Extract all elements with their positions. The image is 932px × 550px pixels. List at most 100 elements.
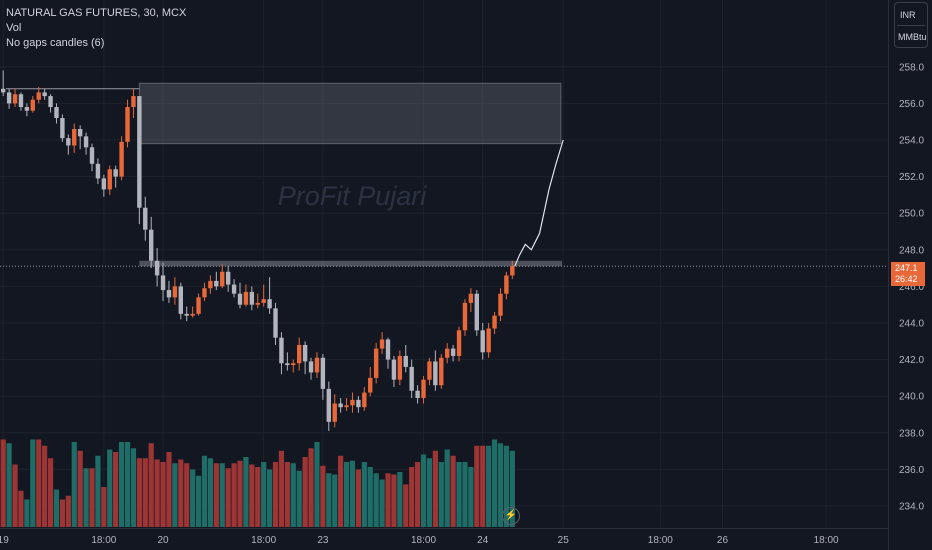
candle-body — [154, 260, 160, 276]
volume-bar — [509, 450, 515, 527]
price-tick-label: 254.0 — [899, 136, 924, 147]
candle-body — [220, 271, 225, 287]
volume-bar — [225, 468, 231, 527]
candle-body — [492, 315, 497, 329]
volume-bar — [332, 474, 338, 527]
volume-bar — [107, 449, 113, 527]
time-tick-label: 19 — [0, 535, 9, 546]
volume-bar — [373, 473, 379, 527]
candle-body — [125, 107, 130, 142]
candle-body — [338, 403, 343, 408]
candle-body — [30, 99, 35, 111]
candle-body — [373, 348, 379, 378]
price-tick-label: 244.0 — [899, 319, 924, 330]
candle-body — [462, 302, 468, 331]
volume-bar — [486, 445, 492, 527]
volume-bar — [6, 443, 12, 527]
candle-body — [468, 293, 474, 303]
price-tick-label: 238.0 — [899, 428, 924, 439]
candle-body — [119, 141, 124, 177]
candle-body — [60, 118, 65, 139]
volume-bar — [272, 462, 279, 527]
candle-body — [101, 178, 107, 190]
candle-body — [486, 328, 491, 353]
candle-body — [344, 405, 349, 408]
currency-unit-selector[interactable]: INR MMBtu — [894, 2, 928, 48]
time-tick-label: 25 — [558, 535, 570, 546]
candle-body — [445, 348, 450, 358]
volume-bar — [0, 439, 6, 527]
volume-bar — [83, 468, 89, 527]
volume-bar — [95, 455, 101, 527]
symbol-title[interactable]: NATURAL GAS FUTURES, 30, MCX — [6, 7, 187, 19]
candle-body — [409, 366, 414, 391]
unit-label[interactable]: MMBtu — [898, 32, 927, 42]
candle-body — [368, 377, 373, 393]
candle-body — [214, 280, 219, 287]
candle-body — [273, 308, 278, 338]
candle-body — [42, 92, 47, 97]
candle-body — [362, 392, 367, 408]
time-tick-label: 18:00 — [91, 535, 116, 546]
volume-bar — [456, 462, 462, 527]
candle-body — [160, 275, 166, 291]
volume-bar — [142, 458, 148, 527]
volume-bar — [296, 470, 302, 527]
volume-bar — [160, 462, 166, 527]
volume-bar — [290, 463, 296, 527]
candle-body — [397, 355, 403, 380]
volume-bar — [148, 443, 154, 527]
candle-body — [255, 302, 260, 305]
candle-body — [439, 357, 444, 386]
candle-body — [243, 291, 249, 305]
volume-bar — [403, 484, 409, 527]
volume-bar — [438, 462, 444, 527]
candles — [1, 70, 515, 431]
candle-body — [421, 379, 426, 399]
time-tick-label: 26 — [717, 535, 729, 546]
chart-legend: NATURAL GAS FUTURES, 30, MCX Vol No gaps… — [6, 6, 186, 51]
time-tick-label: 18:00 — [251, 535, 276, 546]
candle-body — [326, 388, 331, 422]
volume-bar — [338, 455, 344, 527]
volume-bar — [119, 442, 125, 527]
volume-bar — [219, 463, 225, 527]
currency-label[interactable]: INR — [900, 10, 916, 20]
candle-body — [72, 129, 77, 146]
candle-body — [131, 96, 136, 108]
volume-bar — [255, 467, 261, 527]
volume-bar — [385, 473, 391, 527]
price-tick-label: 250.0 — [899, 209, 924, 220]
volume-bar — [444, 449, 450, 527]
volume-bar — [77, 450, 83, 527]
volume-bar — [243, 457, 249, 527]
volume-bar — [391, 474, 397, 527]
volume-bar — [308, 448, 314, 527]
candle-body — [308, 361, 314, 373]
candle-body — [320, 357, 326, 389]
lightning-icon[interactable]: ⚡ — [502, 507, 520, 525]
volume-bar — [261, 462, 267, 527]
volume-indicator-label[interactable]: Vol — [6, 22, 22, 34]
resistance-line — [139, 260, 563, 267]
volume-bar — [503, 445, 509, 527]
time-tick-label: 23 — [317, 535, 329, 546]
volume-bar — [320, 465, 326, 527]
no-gaps-indicator-label[interactable]: No gaps candles (6) — [6, 37, 105, 49]
candle-body — [66, 138, 71, 146]
volume-bar — [249, 464, 255, 527]
candle-body — [267, 299, 272, 309]
candle-body — [12, 94, 18, 104]
candle-body — [379, 339, 385, 349]
time-axis: 19 18:00 20 18:00 23 18:00 24 25 18:00 26 18:00 — [0, 528, 888, 546]
candle-body — [350, 399, 355, 406]
candle-body — [498, 293, 503, 316]
volume-bar — [136, 458, 142, 527]
candle-body — [261, 299, 266, 303]
volume-bar — [426, 458, 433, 527]
price-tick-label: 252.0 — [899, 172, 924, 183]
volume-bar — [124, 442, 131, 527]
candle-body — [504, 275, 509, 294]
candle-body — [297, 344, 302, 364]
